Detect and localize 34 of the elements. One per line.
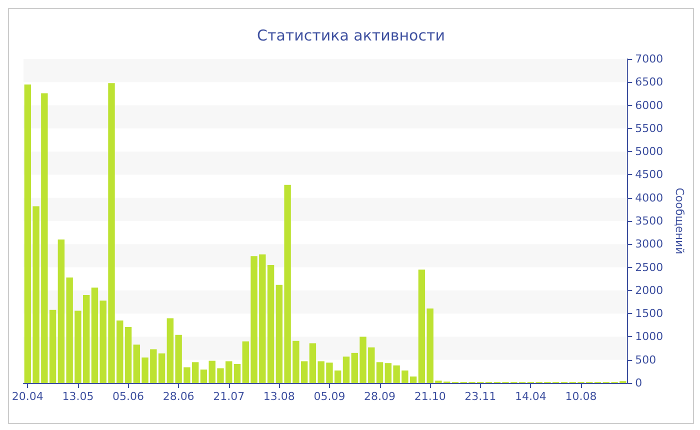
x-tick-label: 10.08 <box>565 390 597 403</box>
y-tick-label: 1000 <box>635 330 664 344</box>
x-tick-label: 28.06 <box>162 390 194 403</box>
bar <box>342 356 350 383</box>
y-tick-label: 7000 <box>635 52 664 66</box>
x-tick-label: 05.09 <box>314 390 346 403</box>
bar <box>91 288 98 383</box>
x-tick-label: 28.09 <box>364 390 396 403</box>
x-tick-label: 21.10 <box>414 390 446 403</box>
y-tick-label: 1500 <box>635 307 664 320</box>
y-tick-label: 2000 <box>635 284 664 297</box>
y-tick-label: 2500 <box>635 260 664 274</box>
y-tick-label: 3000 <box>635 238 664 251</box>
y-tick-label: 5000 <box>635 145 664 158</box>
bar <box>200 370 208 383</box>
y-tick-label: 6500 <box>635 76 664 89</box>
y-axis-title: Сообщений <box>673 188 686 254</box>
y-tick-label: 5500 <box>635 122 664 135</box>
y-tick-label: 4000 <box>635 191 664 204</box>
x-tick-label: 05.06 <box>112 390 144 403</box>
x-tick-label: 21.07 <box>213 390 245 403</box>
bar <box>124 326 132 383</box>
y-tick-label: 500 <box>635 353 656 366</box>
chart-title: Статистика активности <box>257 26 445 44</box>
x-tick-label: 23.11 <box>464 390 496 403</box>
x-tick-label: 14.04 <box>514 390 546 403</box>
y-tick-label: 6000 <box>635 98 664 112</box>
y-tick-label: 3500 <box>635 214 664 228</box>
x-tick-label: 20.04 <box>12 390 44 403</box>
x-tick-label: 13.05 <box>62 390 94 403</box>
bar <box>234 364 241 383</box>
x-tick-label: 13.08 <box>263 390 295 403</box>
y-tick-label: 4500 <box>635 168 664 182</box>
y-tick-label: 0 <box>635 376 642 390</box>
